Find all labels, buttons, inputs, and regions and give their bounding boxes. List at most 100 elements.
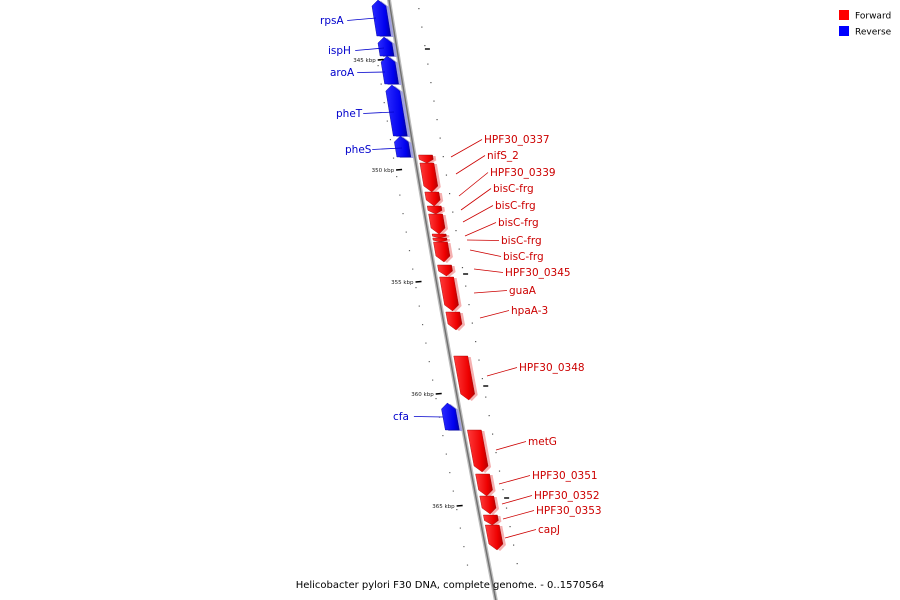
gene-label-bisc-frg[interactable]: bisC-frg: [503, 251, 544, 263]
gene-rpsa[interactable]: [371, 0, 394, 37]
gene-hpf30-0339[interactable]: [424, 191, 444, 207]
track-dot: [412, 268, 414, 270]
track-dot: [488, 415, 490, 417]
genome-caption: Helicobacter pylori F30 DNA, complete ge…: [296, 580, 605, 591]
gene-label-bisc-frg[interactable]: bisC-frg: [501, 235, 542, 247]
gene-label-aroa[interactable]: aroA: [330, 67, 355, 79]
gene-label-hpf30-0352[interactable]: HPF30_0352: [534, 490, 600, 502]
track-dot: [470, 583, 472, 585]
track-dot: [458, 248, 460, 250]
gene-leader-line: [450, 139, 483, 158]
gene-label-nifs-2[interactable]: nifS_2: [487, 150, 519, 162]
scale-tick-label: 350 kbp: [372, 168, 395, 174]
track-dot: [495, 452, 497, 454]
gene-capj[interactable]: [485, 524, 506, 551]
gene-label-bisc-frg[interactable]: bisC-frg: [495, 200, 536, 212]
gene-aroa[interactable]: [380, 55, 402, 85]
gene-label-hpf30-0345[interactable]: HPF30_0345: [505, 267, 571, 279]
gene-leader-line: [501, 495, 533, 505]
track-dot: [433, 100, 435, 102]
gene-leader-line: [462, 205, 494, 223]
track-dot: [421, 26, 423, 28]
track-dot: [439, 137, 441, 139]
backbone-core: [388, 0, 497, 600]
gene-hpf30-0337[interactable]: [418, 154, 437, 164]
gene-bisc-frg[interactable]: [433, 241, 453, 263]
gene-arrow: [432, 237, 448, 243]
gene-leader-line: [498, 475, 531, 485]
track-dot: [520, 581, 522, 583]
gene-leader-line: [464, 222, 497, 237]
gene-label-cfa[interactable]: cfa: [393, 411, 409, 423]
gene-leader-line: [347, 17, 377, 21]
track-dot: [442, 156, 444, 158]
track-dot: [505, 507, 508, 509]
gene-hpf30-0348[interactable]: [453, 355, 478, 401]
gene-nifs-2[interactable]: [419, 162, 441, 193]
gene-phes[interactable]: [394, 135, 414, 158]
gene-bisc-frg[interactable]: [426, 205, 445, 215]
scale-tick: [456, 504, 463, 507]
gene-hpf30-0351[interactable]: [475, 473, 496, 497]
gene-label-hpf30-0353[interactable]: HPF30_0353: [536, 505, 602, 517]
gene-hpaa-3[interactable]: [445, 311, 465, 331]
gene-label-hpaa-3[interactable]: hpaA-3: [511, 305, 548, 317]
gene-label-bisc-frg[interactable]: bisC-frg: [493, 183, 534, 195]
track-dot: [408, 250, 411, 252]
track-dot: [492, 433, 494, 435]
track-dot: [465, 285, 467, 287]
gene-label-phes[interactable]: pheS: [345, 144, 372, 156]
gene-cfa[interactable]: [441, 402, 463, 431]
track-dot: [502, 489, 504, 491]
gene-label-hpf30-0348[interactable]: HPF30_0348: [519, 362, 585, 374]
scale-tick: [396, 168, 403, 171]
gene-leader-line: [363, 111, 395, 114]
gene-label-bisc-frg[interactable]: bisC-frg: [498, 217, 539, 229]
track-dot: [421, 324, 424, 326]
gene-arrow: [433, 241, 451, 263]
gene-label-rpsa[interactable]: rpsA: [320, 15, 344, 27]
gene-guaa[interactable]: [439, 276, 462, 312]
gene-arrow: [428, 213, 446, 235]
gene-isph[interactable]: [377, 36, 398, 57]
gene-label-isph[interactable]: ispH: [328, 45, 351, 57]
gene-hpf30-0345[interactable]: [437, 264, 456, 277]
gene-hpf30-0353[interactable]: [483, 514, 502, 526]
gene-hpf30-0352[interactable]: [479, 495, 500, 515]
scale-tick-label: 355 kbp: [391, 280, 414, 286]
backbone-shadow: [386, 0, 498, 600]
track-dot: [377, 65, 379, 67]
track-dot: [380, 83, 382, 85]
track-dot: [436, 119, 438, 121]
track-dot: [485, 396, 487, 398]
track-dot: [509, 526, 511, 528]
scale-tick: [435, 392, 442, 395]
track-dot: [415, 287, 417, 289]
gene-label-hpf30-0339[interactable]: HPF30_0339: [490, 167, 556, 179]
track-dot: [383, 102, 385, 104]
gene-label-hpf30-0337[interactable]: HPF30_0337: [484, 134, 550, 146]
track-dot: [475, 341, 477, 343]
legend-label-reverse: Reverse: [855, 28, 892, 38]
gene-arrow: [453, 355, 475, 401]
gene-label-hpf30-0351[interactable]: HPF30_0351: [532, 470, 598, 482]
track-dot: [424, 45, 426, 47]
gene-label-phet[interactable]: pheT: [336, 108, 363, 120]
gene-label-guaa[interactable]: guaA: [509, 285, 537, 297]
track-dot: [471, 322, 473, 324]
legend: Forward Reverse: [839, 10, 892, 38]
gene-bisc-frg[interactable]: [428, 213, 449, 235]
gene-leader-line: [479, 310, 510, 319]
gene-leader-line: [486, 367, 518, 377]
gene-arrow: [439, 276, 459, 312]
track-dot: [389, 139, 392, 141]
gene-label-metg[interactable]: metG: [528, 436, 557, 448]
gene-leader-line: [469, 249, 502, 257]
gene-metg[interactable]: [467, 429, 492, 473]
gene-leader-line: [473, 268, 504, 273]
gene-label-capj[interactable]: capJ: [538, 524, 560, 536]
legend-label-forward: Forward: [855, 12, 891, 22]
track-dot: [461, 267, 464, 269]
track-dot: [386, 120, 388, 122]
track-dot: [432, 379, 434, 381]
